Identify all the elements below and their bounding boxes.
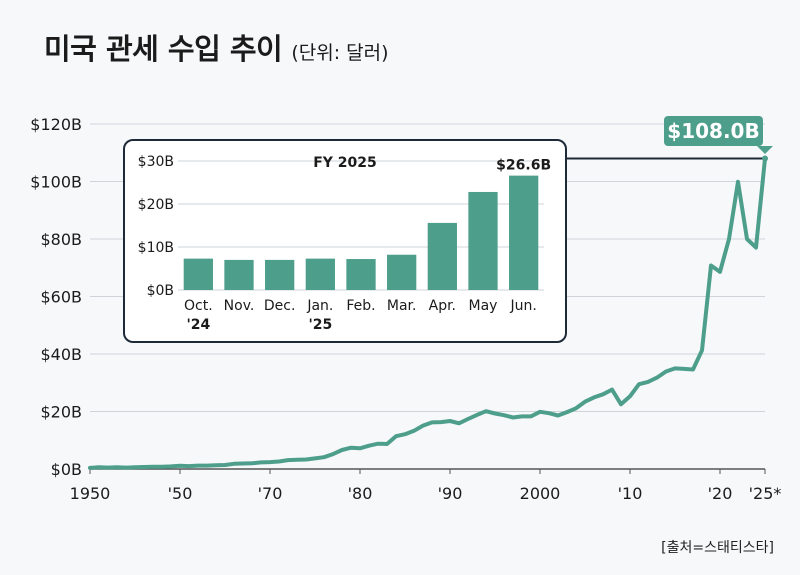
title-main: 미국 관세 수입 추이	[44, 32, 283, 66]
y-tick-label: $120B	[30, 115, 82, 134]
inset-data-label: $26.6B	[496, 158, 551, 174]
bar	[305, 258, 335, 290]
bar	[183, 258, 213, 290]
title-unit: (단위: 달러)	[291, 42, 389, 64]
y-tick-label: $80B	[40, 230, 82, 249]
bar	[265, 259, 295, 290]
inset-x-tick-label: Jun.	[510, 298, 537, 314]
chart-title: 미국 관세 수입 추이 (단위: 달러)	[44, 26, 389, 68]
inset-x-sublabel: '24	[186, 317, 210, 333]
inset-x-sublabel: '25	[308, 317, 332, 333]
inset-x-tick-label: Nov.	[224, 298, 255, 314]
x-tick-label: '80	[348, 484, 373, 503]
x-tick-label: '25*	[749, 484, 782, 503]
bar	[224, 259, 254, 290]
end-point-marker	[762, 155, 768, 162]
inset-x-tick-label: Jan.	[306, 298, 333, 314]
y-tick-label: $100B	[30, 173, 82, 192]
inset-title: FY 2025	[313, 155, 377, 171]
x-tick-label: '20	[708, 484, 733, 503]
bar	[468, 191, 498, 290]
inset-y-tick-label: $10B	[138, 240, 174, 256]
inset-x-tick-label: Mar.	[387, 298, 417, 314]
inset-x-tick-label: Dec.	[264, 298, 296, 314]
y-tick-label: $60B	[40, 288, 82, 307]
y-tick-label: $0B	[51, 460, 82, 479]
inset-panel	[123, 139, 567, 343]
x-tick-label: '70	[258, 484, 283, 503]
inset-x-tick-label: May	[469, 298, 498, 314]
x-tick-label: 2000	[520, 484, 561, 503]
inset-y-tick-label: $0B	[147, 283, 174, 299]
x-tick-label: '90	[438, 484, 463, 503]
inset-x-tick-label: Apr.	[429, 298, 456, 314]
inset-y-tick-label: $20B	[138, 197, 174, 213]
bar	[387, 254, 417, 290]
inset-y-tick-label: $30B	[138, 154, 174, 170]
callout-pointer	[757, 146, 773, 154]
x-tick-label: '10	[618, 484, 643, 503]
source-note: [출처=스태티스타]	[661, 540, 774, 556]
series-line	[88, 156, 767, 470]
bar	[427, 222, 457, 290]
x-tick-label: '50	[168, 484, 193, 503]
callout-badge	[664, 116, 763, 146]
inset-x-tick-label: Feb.	[346, 298, 375, 314]
inset-x-tick-label: Oct.	[184, 298, 213, 314]
x-tick-label: 1950	[70, 484, 111, 503]
bar	[509, 175, 539, 290]
bar	[346, 259, 376, 290]
y-tick-label: $40B	[40, 345, 82, 364]
y-tick-label: $20B	[40, 403, 82, 422]
callout-label: $108.0B	[667, 119, 759, 143]
